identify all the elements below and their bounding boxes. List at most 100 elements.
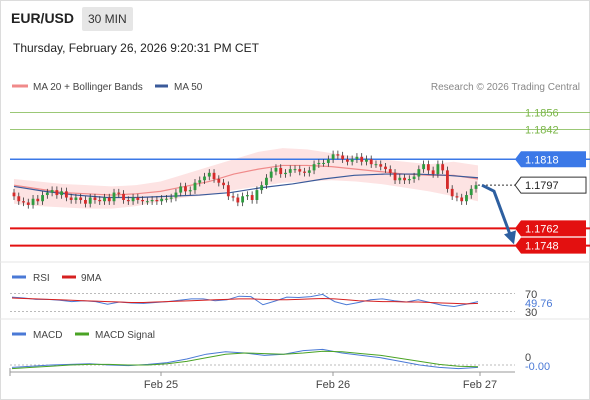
candle-body xyxy=(193,182,197,191)
candle-body xyxy=(341,155,345,160)
candle-body xyxy=(64,191,68,198)
candle-body xyxy=(317,162,321,165)
candle-body xyxy=(298,169,302,172)
candle-body xyxy=(260,185,264,191)
candle-body xyxy=(403,177,406,181)
candle-body xyxy=(112,192,116,202)
candle-body xyxy=(431,170,435,175)
level-tags: 1.1856 1.1842 1.1818 1.1797 1.1762 1.1748 xyxy=(514,107,587,254)
candle-body xyxy=(474,185,478,189)
candle-body xyxy=(279,167,283,175)
candle-body xyxy=(345,159,349,162)
candle-body xyxy=(293,169,297,171)
candle-body xyxy=(74,197,78,200)
candle-body xyxy=(307,170,311,173)
rsi-ma-legend-label: 9MA xyxy=(81,273,102,284)
candle-body xyxy=(69,197,73,200)
candle-body xyxy=(203,176,206,181)
candle-body xyxy=(217,179,221,183)
candle-body xyxy=(469,188,473,196)
candle-body xyxy=(188,190,192,192)
candle-body xyxy=(388,169,392,173)
rsi-70-label: 70 xyxy=(525,289,537,301)
candle-body xyxy=(398,177,402,181)
candle-body xyxy=(45,192,49,196)
candle-body xyxy=(93,197,97,200)
macd-zero-label: 0 xyxy=(525,352,531,364)
candle-body xyxy=(107,197,111,202)
candle-body xyxy=(31,198,35,205)
candle-body xyxy=(88,197,92,204)
candle-body xyxy=(241,196,245,203)
candle-body xyxy=(117,192,121,194)
candle-body xyxy=(131,197,135,202)
candle-body xyxy=(136,197,140,200)
support-tag-label: 1.1748 xyxy=(525,241,559,253)
candle-body xyxy=(236,197,240,203)
candle-body xyxy=(441,164,445,171)
candle-body xyxy=(164,198,168,200)
candle-body xyxy=(379,164,383,167)
candle-body xyxy=(412,176,416,179)
candle-body xyxy=(79,197,83,200)
candle-body xyxy=(274,167,278,172)
macd-legend-label: MACD xyxy=(33,330,62,341)
candle-body xyxy=(150,199,154,202)
candle-body xyxy=(250,195,254,200)
candle-body xyxy=(245,195,249,197)
candle-body xyxy=(103,197,106,202)
candle-body xyxy=(17,196,21,202)
ma20-legend-label: MA 20 + Bollinger Bands xyxy=(33,82,143,93)
support-tag-bg xyxy=(515,237,586,254)
time-tick-label: Feb 26 xyxy=(316,379,350,391)
candle-body xyxy=(36,198,40,202)
datetime-label: Thursday, February 26, 2026 9:20:31 PM C… xyxy=(13,41,259,55)
candle-body xyxy=(365,159,368,162)
support-tag-label: 1.1762 xyxy=(525,223,559,235)
candle-body xyxy=(198,180,202,183)
candle-body xyxy=(322,162,326,164)
candle-body xyxy=(255,190,259,200)
candle-body xyxy=(360,156,364,162)
candle-body xyxy=(460,197,464,202)
candle-body xyxy=(465,195,468,202)
macd-signal-legend-label: MACD Signal xyxy=(95,330,155,341)
time-tick-label: Feb 27 xyxy=(463,379,497,391)
candle-body xyxy=(303,171,306,173)
pivot-tag-bg xyxy=(515,151,586,168)
rsi-legend-label: RSI xyxy=(33,273,50,284)
time-tick-label: Feb 25 xyxy=(144,379,178,391)
rsi-last-label: 49.76 xyxy=(525,298,553,310)
timeframe-badge[interactable]: 30 MIN xyxy=(82,7,133,31)
candle-body xyxy=(336,154,340,156)
candle-body xyxy=(222,182,225,186)
last-price-tag-label: 1.1797 xyxy=(525,180,559,192)
candle-body xyxy=(436,164,440,175)
last-price-tag-bg xyxy=(514,176,587,194)
forecast-arrow xyxy=(481,183,512,235)
candle-body xyxy=(446,170,449,189)
candle-body xyxy=(455,196,459,198)
candle-body xyxy=(369,159,373,165)
macd-line xyxy=(11,348,479,370)
candle-body xyxy=(169,197,173,199)
candle-body xyxy=(417,169,421,177)
candle-body xyxy=(355,156,359,160)
pivot-tag-label: 1.1818 xyxy=(525,154,559,166)
candle-body xyxy=(55,190,59,196)
candle-body xyxy=(422,164,426,170)
candle-body xyxy=(265,177,268,186)
credit-label: Research © 2026 Trading Central xyxy=(431,82,580,93)
candle-body xyxy=(226,185,230,197)
candle-body xyxy=(184,186,187,192)
candle-body xyxy=(374,164,378,166)
candle-body xyxy=(22,201,25,203)
candle-body xyxy=(122,193,125,200)
time-axis: Feb 25 Feb 26 Feb 27 xyxy=(9,368,497,391)
candle-body xyxy=(426,164,430,171)
support-tag-bg xyxy=(515,220,586,237)
candle-body xyxy=(160,198,164,202)
forecast-arrowhead xyxy=(504,230,516,245)
resistance-tag-label: 1.1856 xyxy=(525,107,559,119)
